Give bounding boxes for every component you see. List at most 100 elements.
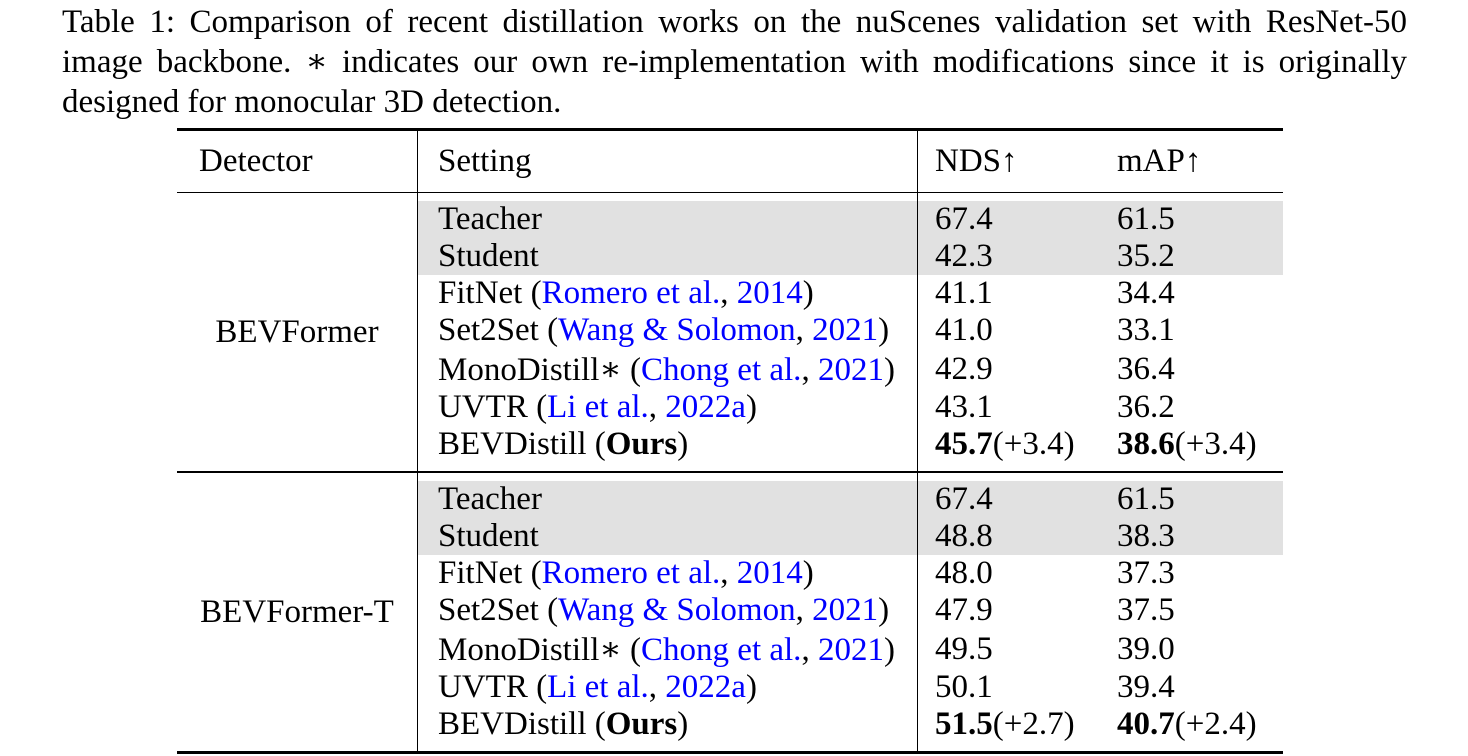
cell-text: Set2Set (: [438, 592, 559, 628]
cell-text: ,: [795, 312, 813, 348]
citation-link[interactable]: 2021: [817, 352, 884, 388]
header-map: mAP↑: [1100, 131, 1283, 193]
cell-text: FitNet (: [438, 555, 542, 591]
cell-text: (+2.7): [992, 706, 1075, 742]
cell-text: 67.4: [935, 481, 993, 517]
detector-label: BEVFormer: [215, 314, 379, 350]
results-table-wrap: Detector Setting NDS↑ mAP↑ BEVFormer Teac…: [177, 128, 1283, 754]
cell-text: 36.4: [1117, 350, 1175, 387]
cell-text: 40.7: [1117, 706, 1175, 742]
detector-group: BEVFormer Teacher 67.4 61.5 Student 42.3 35.2 F…: [177, 193, 1283, 473]
citation-link[interactable]: Wang & Solomon: [558, 592, 796, 628]
cell-text: 47.9: [935, 592, 993, 628]
citation-link[interactable]: Wang & Solomon: [558, 312, 796, 348]
cell-text: 39.0: [1117, 630, 1175, 667]
spacer-cell: [417, 193, 917, 201]
cell-text: 33.1: [1117, 312, 1175, 348]
citation-link[interactable]: Li et al.: [547, 669, 649, 705]
detector-group: BEVFormer-T Teacher 67.4 61.5 Student 48.8 38.…: [177, 473, 1283, 751]
cell-text: 49.5: [935, 630, 993, 667]
header-row: Detector Setting NDS↑ mAP↑: [177, 131, 1283, 193]
map-cell: 36.4: [1100, 349, 1283, 389]
cell-text: 42.3: [935, 238, 993, 274]
citation-link[interactable]: 2021: [817, 632, 884, 668]
table-row: BEVDistill (Ours) 45.7(+3.4) 38.6(+3.4): [177, 426, 1283, 463]
cell-text: (+2.4): [1174, 706, 1257, 742]
cell-text: ): [878, 592, 890, 628]
cell-text: 61.5: [1117, 201, 1175, 237]
setting-cell: Teacher: [417, 481, 917, 518]
nds-cell: 67.4: [917, 201, 1100, 238]
nds-cell: 42.9: [917, 349, 1100, 389]
cell-text: 48.0: [935, 555, 993, 591]
header-nds: NDS↑: [917, 131, 1100, 193]
spacer-cell: [917, 473, 1100, 481]
map-cell: 36.2: [1100, 389, 1283, 426]
citation-link[interactable]: Chong et al.: [641, 352, 802, 388]
nds-cell: 50.1: [917, 669, 1100, 706]
cell-text: ,: [801, 352, 818, 388]
citation-link[interactable]: 2021: [812, 592, 879, 628]
table-row: Set2Set (Wang & Solomon, 2021) 41.0 33.1: [177, 312, 1283, 349]
table-row: FitNet (Romero et al., 2014) 48.0 37.3: [177, 555, 1283, 592]
table-row: Teacher 67.4 61.5: [177, 481, 1283, 518]
cell-text: Set2Set (: [438, 312, 559, 348]
cell-text: 61.5: [1117, 481, 1175, 517]
setting-cell: UVTR (Li et al., 2022a): [417, 669, 917, 706]
cell-text: ): [745, 669, 757, 705]
map-cell: 40.7(+2.4): [1100, 706, 1283, 743]
spacer-cell: [1100, 193, 1283, 201]
citation-link[interactable]: Romero et al.: [541, 555, 721, 591]
nds-cell: 49.5: [917, 629, 1100, 669]
cell-text: ): [878, 312, 890, 348]
citation-link[interactable]: 2022a: [665, 389, 746, 425]
cell-text: BEVDistill (: [438, 706, 606, 742]
cell-text: MonoDistill∗ (: [438, 632, 642, 668]
table-row: MonoDistill∗ (Chong et al., 2021) 42.9 36.…: [177, 349, 1283, 389]
spacer-cell: [917, 193, 1100, 201]
detector-cell: BEVFormer-T: [177, 473, 417, 751]
citation-link[interactable]: Chong et al.: [641, 632, 802, 668]
map-cell: 39.0: [1100, 629, 1283, 669]
cell-text: UVTR (: [438, 669, 548, 705]
spacer-cell: [917, 743, 1100, 751]
spacer-row: BEVFormer-T: [177, 473, 1283, 751]
map-cell: 37.5: [1100, 592, 1283, 629]
cell-text: ,: [801, 632, 818, 668]
cell-text: MonoDistill∗ (: [438, 352, 642, 388]
setting-cell: Student: [417, 238, 917, 275]
spacer-cell: [1100, 743, 1283, 751]
citation-link[interactable]: 2022a: [665, 669, 746, 705]
cell-text: ,: [720, 275, 737, 311]
nds-cell: 48.8: [917, 518, 1100, 555]
cell-text: Student: [438, 238, 539, 274]
citation-link[interactable]: 2014: [736, 555, 803, 591]
map-cell: 61.5: [1100, 201, 1283, 238]
setting-cell: Set2Set (Wang & Solomon, 2021): [417, 312, 917, 349]
spacer-cell: [417, 463, 917, 473]
setting-cell: FitNet (Romero et al., 2014): [417, 275, 917, 312]
citation-link[interactable]: Romero et al.: [541, 275, 721, 311]
cell-text: 51.5: [935, 706, 993, 742]
table-row: Teacher 67.4 61.5: [177, 201, 1283, 238]
cell-text: 36.2: [1117, 389, 1175, 425]
caption-line-2: image backbone. ∗ indicates our own re-i…: [62, 44, 1407, 80]
detector-cell: BEVFormer: [177, 193, 417, 473]
cell-text: ,: [648, 669, 666, 705]
citation-link[interactable]: Li et al.: [547, 389, 649, 425]
cell-text: (+3.4): [1174, 426, 1257, 462]
caption-line-1: Table 1: Comparison of recent distillati…: [62, 4, 1407, 40]
table-row: Set2Set (Wang & Solomon, 2021) 47.9 37.5: [177, 592, 1283, 629]
cell-text: 42.9: [935, 350, 993, 387]
results-table: Detector Setting NDS↑ mAP↑ BEVFormer Teac…: [177, 131, 1283, 751]
citation-link[interactable]: 2021: [812, 312, 879, 348]
cell-text: ): [883, 632, 895, 668]
map-cell: 37.3: [1100, 555, 1283, 592]
citation-link[interactable]: 2014: [736, 275, 803, 311]
map-cell: 33.1: [1100, 312, 1283, 349]
table-row: MonoDistill∗ (Chong et al., 2021) 49.5 39.…: [177, 629, 1283, 669]
nds-cell: 47.9: [917, 592, 1100, 629]
cell-text: 45.7: [935, 426, 993, 462]
table-row: Student 42.3 35.2: [177, 238, 1283, 275]
map-cell: 61.5: [1100, 481, 1283, 518]
